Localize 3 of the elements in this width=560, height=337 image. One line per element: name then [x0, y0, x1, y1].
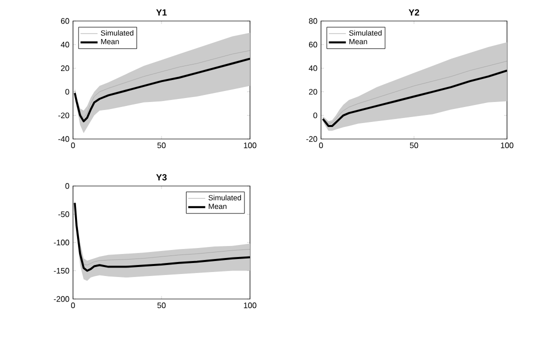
chart-title: Y1 — [156, 9, 167, 16]
chart-title: Y2 — [408, 9, 420, 16]
chart-title: Y3 — [156, 174, 167, 180]
